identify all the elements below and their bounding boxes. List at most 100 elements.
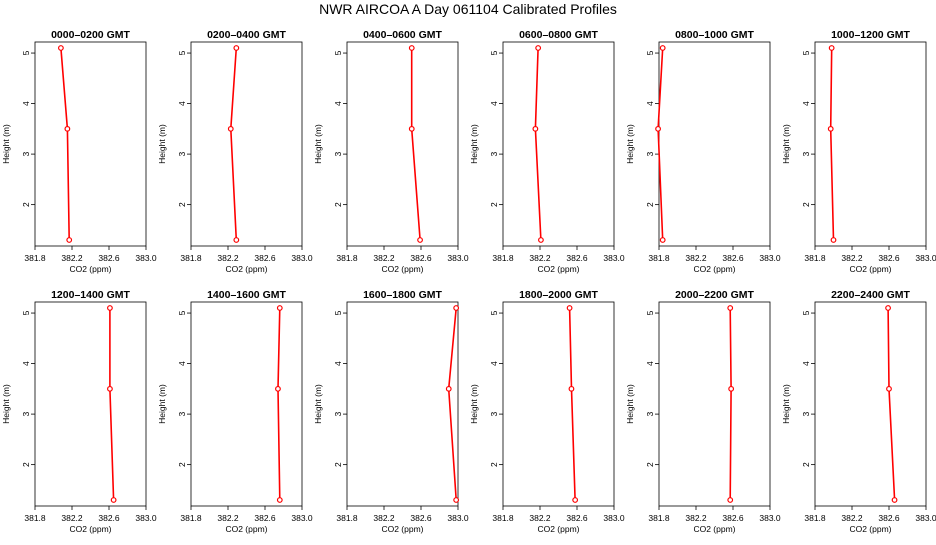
panel-5: 1000–1200 GMT 381.8 382.2 382.6 383.0 2 3 4 5 CO2… [781, 29, 936, 274]
y-tick-label: 5 [489, 50, 499, 55]
x-tick-label: 382.6 [566, 513, 588, 523]
plot-frame [346, 301, 459, 507]
panel-title: 0800–1000 GMT [675, 29, 754, 41]
x-tick-label: 382.6 [878, 513, 900, 523]
x-axis-label: CO2 (ppm) [69, 524, 111, 534]
y-axis-label: Height (m) [469, 124, 479, 164]
y-tick-label: 2 [489, 462, 499, 467]
y-tick-label: 4 [645, 101, 655, 106]
x-axis-label: CO2 (ppm) [693, 264, 735, 274]
x-axis-label: CO2 (ppm) [849, 264, 891, 274]
y-tick-label: 5 [645, 50, 655, 55]
y-tick-label: 3 [489, 411, 499, 416]
x-axis-label: CO2 (ppm) [381, 264, 423, 274]
x-tick-label: 381.8 [804, 253, 826, 263]
y-tick-label: 3 [801, 411, 811, 416]
x-tick-label: 383.0 [759, 253, 781, 263]
x-tick-label: 381.8 [180, 513, 202, 523]
y-tick-label: 3 [333, 411, 343, 416]
y-tick-label: 4 [21, 361, 31, 366]
y-tick-label: 4 [645, 361, 655, 366]
panel-7: 1400–1600 GMT 381.8 382.2 382.6 383.0 2 3 4 5 CO2… [157, 289, 313, 534]
x-tick-label: 383.0 [135, 253, 157, 263]
y-tick-label: 2 [177, 202, 187, 207]
x-tick-label: 383.0 [291, 513, 313, 523]
plot-frame [814, 301, 927, 507]
x-tick-label: 382.2 [217, 513, 239, 523]
data-point [445, 385, 452, 392]
data-point [659, 45, 666, 51]
data-point [830, 237, 837, 243]
panel-6: 1200–1400 GMT 381.8 382.2 382.6 383.0 2 3 4 5 CO2… [1, 289, 157, 534]
data-point [408, 45, 415, 51]
data-point [227, 125, 234, 132]
x-tick-label: 382.2 [685, 253, 707, 263]
x-axis-label: CO2 (ppm) [225, 524, 267, 534]
y-axis-label: Height (m) [1, 384, 11, 424]
x-axis-label: CO2 (ppm) [381, 524, 423, 534]
x-tick-label: 383.0 [291, 253, 313, 263]
y-tick-label: 4 [489, 361, 499, 366]
x-axis-label: CO2 (ppm) [69, 264, 111, 274]
plot-frame [814, 41, 927, 247]
panel-title: 1400–1600 GMT [207, 289, 286, 301]
y-tick-label: 3 [333, 151, 343, 156]
y-axis-label: Height (m) [313, 124, 323, 164]
x-axis-label: CO2 (ppm) [537, 524, 579, 534]
y-tick-label: 2 [21, 462, 31, 467]
data-point [275, 385, 281, 392]
y-tick-label: 2 [801, 202, 811, 207]
x-tick-label: 383.0 [135, 513, 157, 523]
panel-title: 2000–2200 GMT [675, 289, 754, 301]
data-point [655, 125, 661, 132]
y-tick-label: 4 [177, 101, 187, 106]
x-axis-label: CO2 (ppm) [225, 264, 267, 274]
panel-11: 2200–2400 GMT 381.8 382.2 382.6 383.0 2 3 4 5 CO2… [781, 289, 936, 534]
x-tick-label: 381.8 [24, 253, 46, 263]
plot-frame [658, 41, 771, 247]
y-axis-label: Height (m) [1, 124, 11, 164]
x-tick-label: 382.2 [841, 513, 863, 523]
x-axis-label: CO2 (ppm) [537, 264, 579, 274]
profile-line [729, 307, 732, 501]
y-tick-label: 2 [489, 202, 499, 207]
profile-line [410, 48, 421, 241]
y-tick-label: 5 [177, 50, 187, 55]
x-axis-label: CO2 (ppm) [849, 524, 891, 534]
y-tick-label: 3 [645, 151, 655, 156]
x-tick-label: 382.2 [529, 253, 551, 263]
x-tick-label: 381.8 [336, 513, 358, 523]
y-tick-label: 3 [645, 411, 655, 416]
y-tick-label: 3 [489, 151, 499, 156]
y-axis-label: Height (m) [625, 384, 635, 424]
y-tick-label: 2 [21, 202, 31, 207]
data-point [110, 497, 117, 503]
panel-9: 1800–2000 GMT 381.8 382.2 382.6 383.0 2 3 4 5 CO2… [469, 289, 625, 534]
data-point [453, 497, 460, 503]
data-point [276, 497, 283, 503]
data-point [728, 385, 735, 392]
x-tick-label: 382.6 [98, 513, 120, 523]
x-tick-label: 383.0 [915, 253, 936, 263]
panel-title: 0400–0600 GMT [363, 29, 442, 41]
x-tick-label: 381.8 [648, 513, 670, 523]
plot-frame [502, 41, 615, 247]
y-axis-label: Height (m) [157, 384, 167, 424]
data-point [58, 45, 64, 51]
data-point [233, 237, 240, 243]
profile-line [109, 308, 115, 501]
y-tick-label: 2 [801, 462, 811, 467]
y-tick-label: 2 [177, 462, 187, 467]
y-tick-label: 3 [801, 151, 811, 156]
x-tick-label: 382.2 [529, 513, 551, 523]
profile-line [229, 47, 238, 241]
data-point [727, 497, 734, 503]
x-tick-label: 382.6 [254, 253, 276, 263]
panel-8: 1600–1800 GMT 381.8 382.2 382.6 383.0 2 3 4 5 CO2… [313, 289, 469, 534]
y-axis-label: Height (m) [157, 124, 167, 164]
x-tick-label: 382.6 [566, 253, 588, 263]
panel-10: 2000–2200 GMT 381.8 382.2 382.6 383.0 2 3 4 5 CO2… [625, 289, 781, 534]
data-point [885, 305, 891, 311]
